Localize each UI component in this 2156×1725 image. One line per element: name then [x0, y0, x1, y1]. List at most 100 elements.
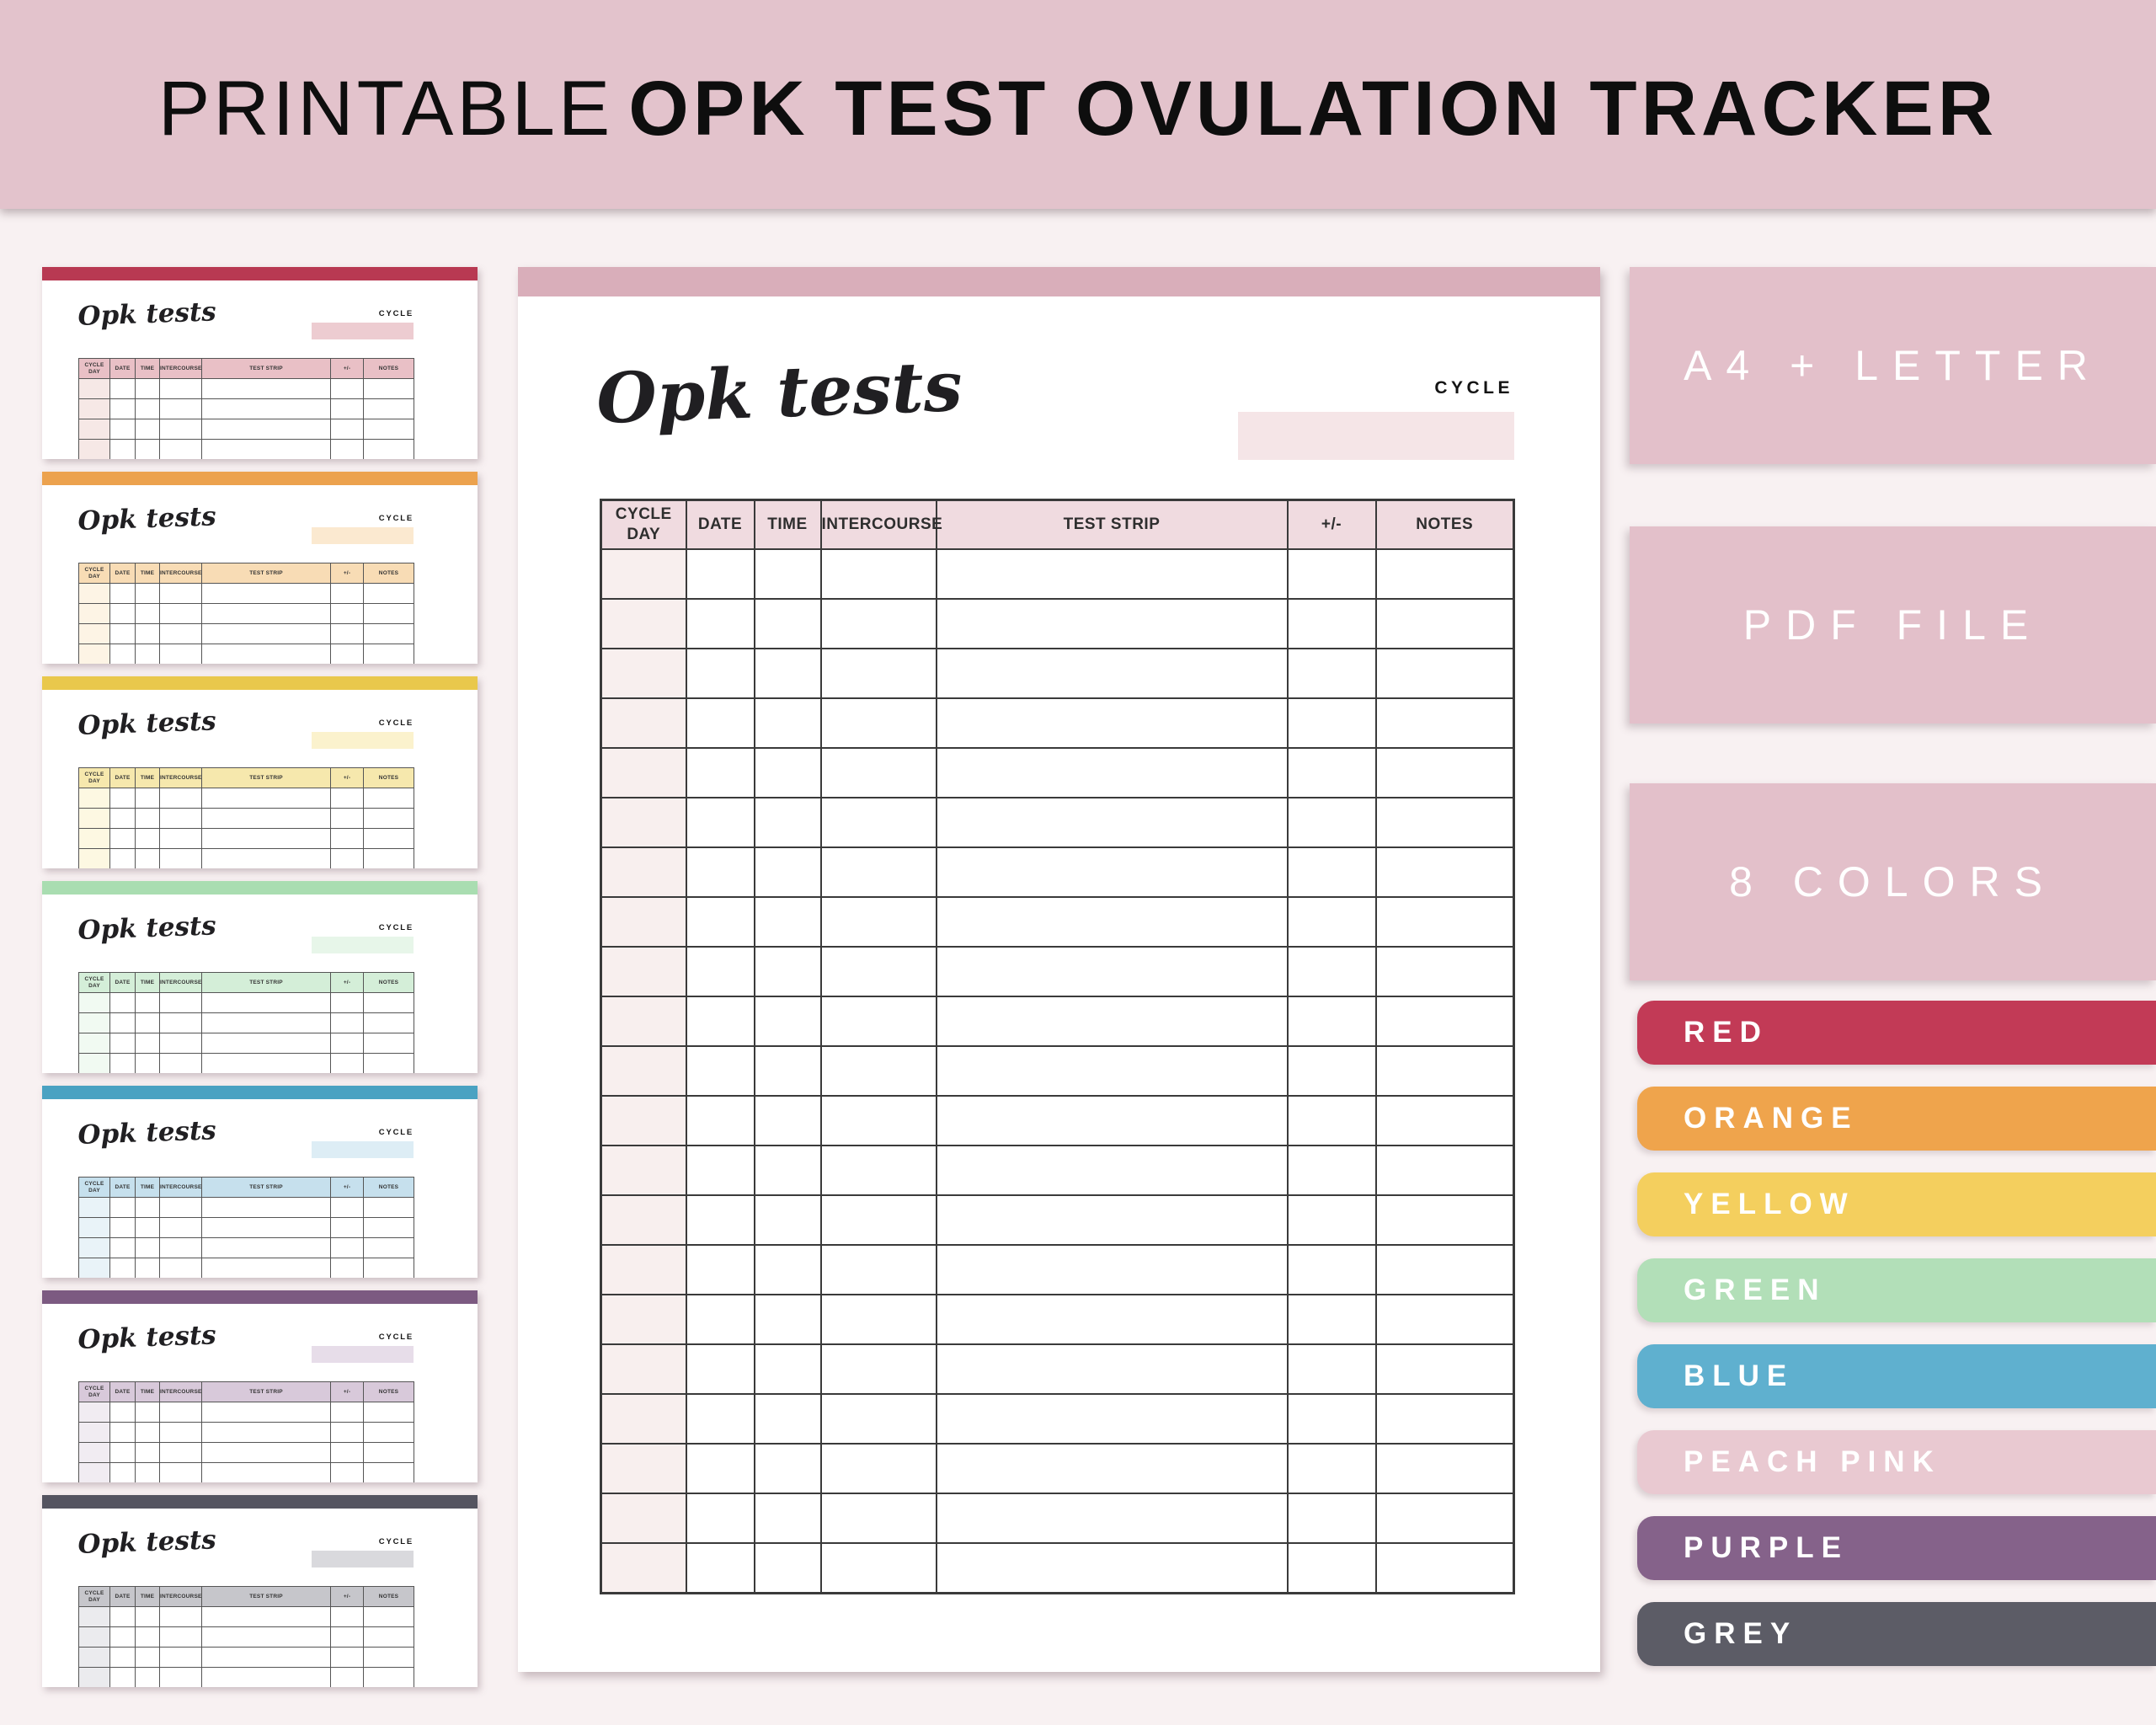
empty-cell	[201, 828, 331, 849]
opk-tests-script-title: Opk tests	[77, 706, 217, 741]
opk-tests-script-title: Opk tests	[77, 296, 217, 332]
empty-cell	[159, 1462, 202, 1482]
empty-cell	[685, 598, 755, 649]
empty-cell	[109, 1053, 136, 1073]
cycle-day-cell	[78, 378, 110, 399]
empty-cell	[819, 1294, 937, 1345]
empty-cell	[363, 1422, 414, 1443]
color-swatch-blue: BLUE	[1637, 1344, 2156, 1408]
cycle-input-box	[312, 323, 414, 339]
empty-cell	[363, 603, 414, 624]
thumbnail-grey: Opk tests CYCLE CYCLE DAY DATE TIME INTERCOUR…	[42, 1495, 478, 1687]
empty-cell	[1374, 598, 1515, 649]
empty-cell	[135, 828, 160, 849]
empty-cell	[753, 697, 822, 749]
empty-cell	[135, 398, 160, 419]
table-header-cell: CYCLE DAY	[600, 499, 687, 550]
empty-cell	[135, 992, 160, 1013]
table-header-row: CYCLE DAY DATE TIME INTERCOURSE TEST STRIP +/…	[78, 563, 414, 584]
empty-cell	[1286, 1393, 1377, 1445]
empty-cell	[363, 1012, 414, 1033]
empty-cell	[935, 1244, 1289, 1295]
opk-tests-script-title: Opk tests	[77, 1525, 217, 1560]
cycle-day-cell	[600, 1294, 687, 1345]
empty-cell	[135, 1667, 160, 1687]
cycle-day-cell	[600, 1343, 687, 1395]
table-header-cell: TEST STRIP	[201, 972, 331, 993]
cycle-day-cell	[78, 1667, 110, 1687]
table-header-cell: NOTES	[363, 972, 414, 993]
title-main-text: OPK TEST OVULATION TRACKER	[628, 65, 1999, 152]
empty-cell	[330, 1626, 364, 1648]
empty-cell	[201, 1197, 331, 1218]
table-row	[600, 1244, 1515, 1295]
thumbnail-page: Opk tests CYCLE CYCLE DAY DATE TIME INTERCOUR…	[42, 881, 478, 1073]
empty-cell	[685, 1393, 755, 1445]
empty-cell	[135, 1626, 160, 1648]
empty-cell	[685, 846, 755, 898]
table-header-cell: DATE	[109, 563, 136, 584]
table-header-cell: DATE	[109, 972, 136, 993]
table-row	[78, 398, 414, 419]
table-row	[600, 697, 1515, 749]
empty-cell	[363, 1606, 414, 1627]
empty-cell	[1374, 1443, 1515, 1494]
empty-cell	[330, 848, 364, 868]
cycle-day-cell	[600, 1542, 687, 1594]
color-swatch-grey: GREY	[1637, 1602, 2156, 1666]
cycle-day-cell	[78, 398, 110, 419]
empty-cell	[135, 1606, 160, 1627]
empty-cell	[109, 419, 136, 440]
table-header-cell: TIME	[135, 563, 160, 584]
empty-cell	[363, 419, 414, 440]
cycle-day-cell	[600, 797, 687, 848]
empty-cell	[753, 1493, 822, 1544]
empty-cell	[819, 1443, 937, 1494]
empty-cell	[1286, 548, 1377, 600]
cycle-day-cell	[600, 697, 687, 749]
cycle-label: CYCLE	[378, 1128, 414, 1137]
empty-cell	[135, 644, 160, 664]
empty-cell	[201, 398, 331, 419]
empty-cell	[685, 797, 755, 848]
thumbnail-yellow: Opk tests CYCLE CYCLE DAY DATE TIME INTERCOUR…	[42, 676, 478, 868]
tracker-table: CYCLE DAY DATE TIME INTERCOURSE TEST STRIP +/…	[600, 499, 1515, 1594]
cycle-day-cell	[78, 1237, 110, 1258]
table-header-cell: +/-	[330, 1586, 364, 1607]
empty-cell	[1374, 697, 1515, 749]
empty-cell	[363, 1053, 414, 1073]
empty-cell	[685, 1542, 755, 1594]
table-header-cell: +/-	[330, 972, 364, 993]
empty-cell	[685, 747, 755, 798]
empty-cell	[685, 1095, 755, 1146]
empty-cell	[363, 398, 414, 419]
table-row	[600, 1542, 1515, 1594]
table-row	[600, 1294, 1515, 1345]
cycle-day-cell	[78, 848, 110, 868]
table-row	[600, 797, 1515, 848]
empty-cell	[685, 896, 755, 948]
cycle-day-cell	[78, 419, 110, 440]
table-row	[78, 1237, 414, 1258]
empty-cell	[159, 1442, 202, 1463]
empty-cell	[363, 992, 414, 1013]
table-row	[78, 583, 414, 604]
empty-cell	[1286, 747, 1377, 798]
empty-cell	[159, 1626, 202, 1648]
empty-cell	[1374, 747, 1515, 798]
empty-cell	[685, 1194, 755, 1246]
empty-cell	[363, 623, 414, 644]
empty-cell	[819, 548, 937, 600]
empty-cell	[109, 1442, 136, 1463]
empty-cell	[201, 1033, 331, 1054]
empty-cell	[1374, 1393, 1515, 1445]
empty-cell	[935, 1194, 1289, 1246]
table-header-cell: TEST STRIP	[201, 563, 331, 584]
table-header-cell: TIME	[753, 499, 822, 550]
empty-cell	[201, 1402, 331, 1423]
opk-tests-script-title: Opk tests	[77, 911, 217, 946]
empty-cell	[363, 1237, 414, 1258]
empty-cell	[109, 848, 136, 868]
empty-cell	[685, 1294, 755, 1345]
empty-cell	[819, 1343, 937, 1395]
